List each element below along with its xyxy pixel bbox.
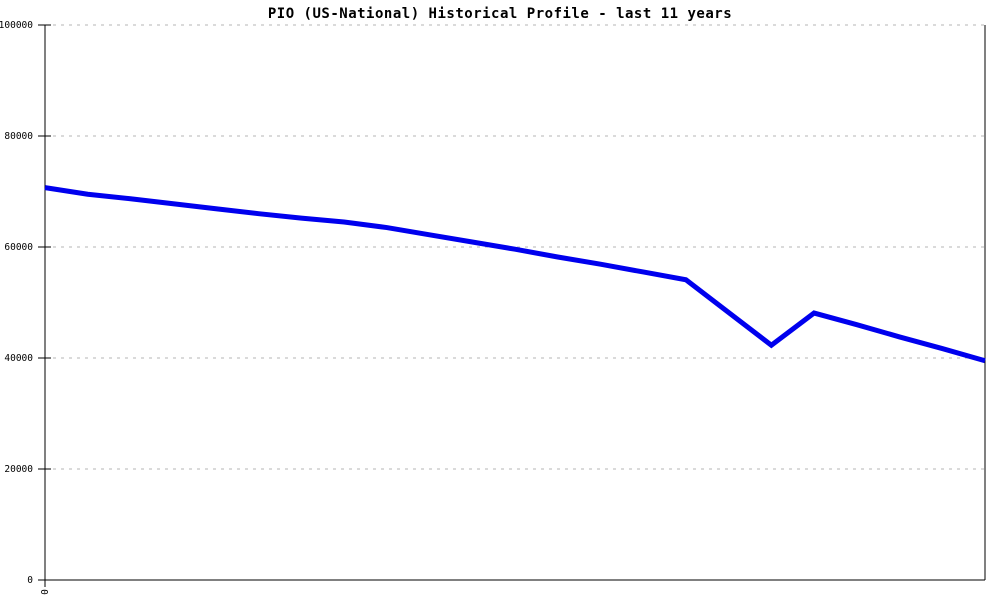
x-tick-label: 0 (38, 589, 49, 595)
chart-title: PIO (US-National) Historical Profile - l… (267, 6, 733, 22)
y-tick-label: 40000 (4, 353, 33, 364)
y-tick-label: 20000 (4, 464, 33, 475)
y-tick-label: 80000 (4, 131, 33, 142)
data-line-PIO (US-National) (44, 185, 986, 364)
y-tick-label: 100000 (0, 20, 33, 31)
y-tick-label: 0 (27, 575, 33, 586)
y-tick-label: 60000 (4, 242, 33, 253)
